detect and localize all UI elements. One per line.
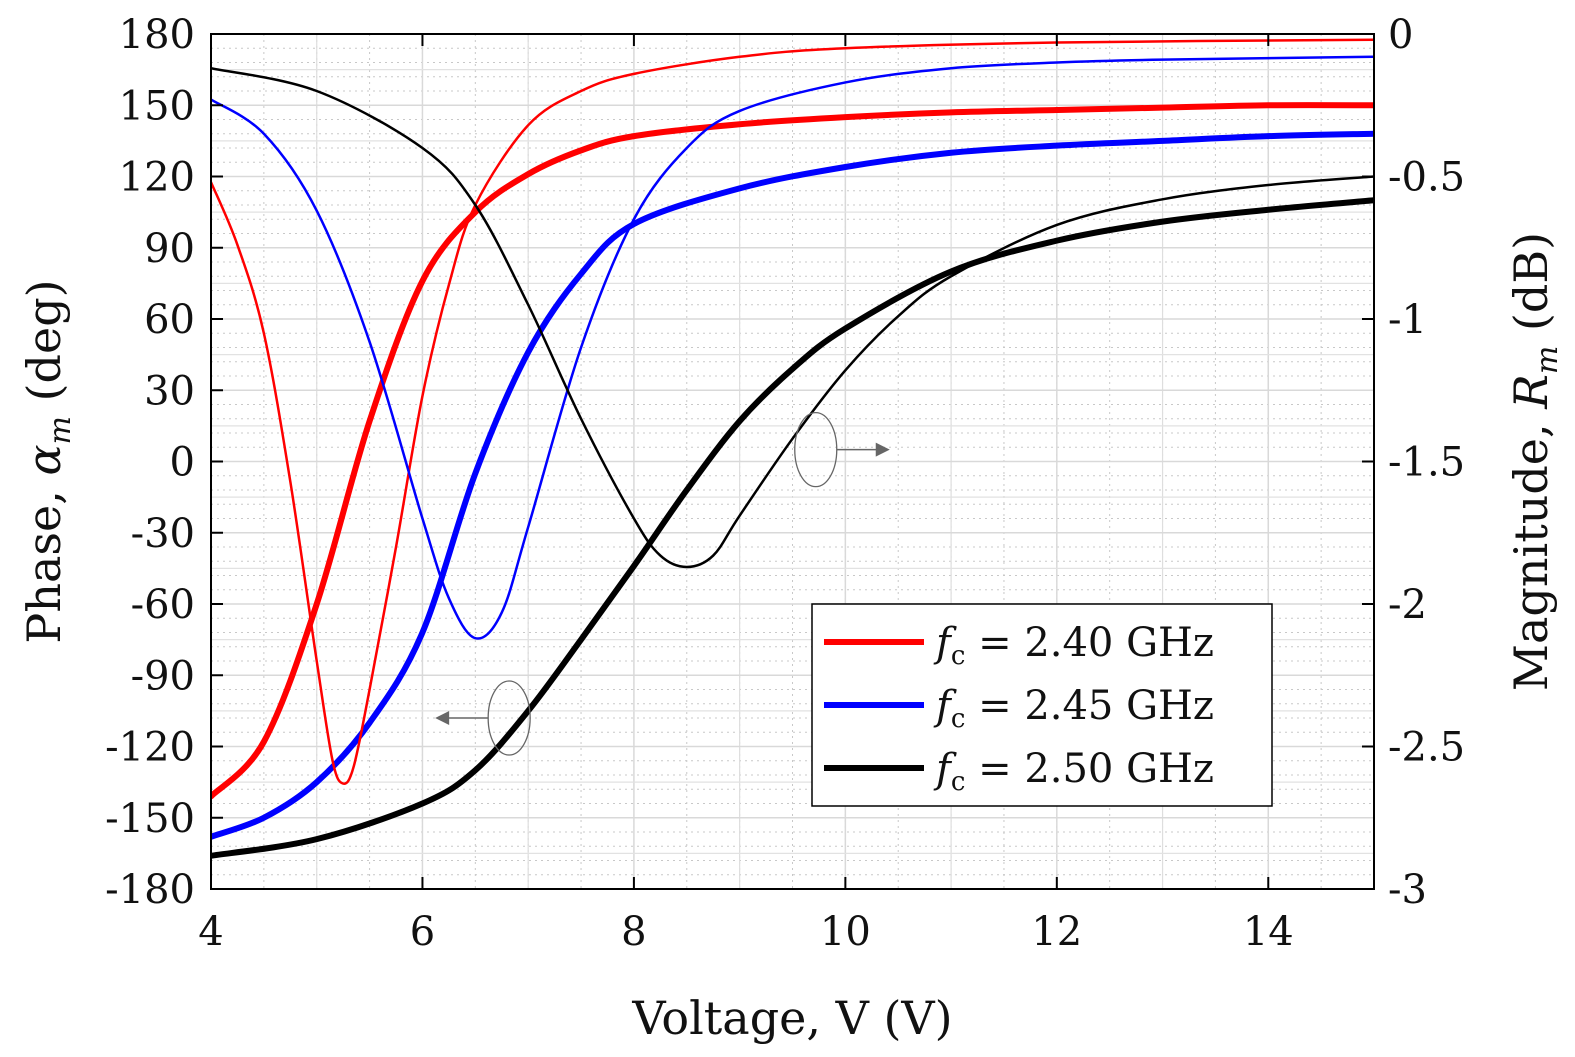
right-y-tick-label: -1 — [1388, 297, 1427, 343]
series-line-phase-2-50 — [211, 197, 1374, 859]
left-y-axis-title: Phase, αm (deg) — [17, 279, 78, 643]
legend: fc = 2.40 GHz fc = 2.45 GHz fc = 2.50 GHz — [811, 603, 1273, 807]
left-y-tick-label: 30 — [144, 368, 195, 414]
right-y-tick-label: -2 — [1388, 582, 1427, 628]
left-y-tick-label: -120 — [105, 725, 195, 771]
annotation-ellipse — [794, 411, 838, 488]
left-y-tick-label: -30 — [131, 511, 195, 557]
left-y-tick-label: -90 — [131, 653, 195, 699]
right-y-tick-label: -0.5 — [1388, 155, 1465, 201]
x-tick-label: 14 — [1243, 909, 1294, 955]
series-line-magnitude-2-50 — [211, 66, 1374, 569]
right-y-tick-label: -2.5 — [1388, 725, 1465, 771]
left-y-tick-label: 150 — [119, 83, 195, 129]
legend-label-1: fc = 2.40 GHz — [933, 620, 1214, 671]
annotation-arrow-head — [435, 711, 450, 725]
x-tick-label: 8 — [621, 909, 646, 955]
x-tick-label: 12 — [1031, 909, 1082, 955]
x-tick-label: 6 — [410, 909, 435, 955]
annotations — [435, 411, 890, 756]
left-y-axis-title-group: Phase, αm (deg) — [17, 279, 78, 643]
x-axis-title: Voltage, V (V) — [631, 991, 952, 1045]
annotation-arrow-head — [875, 442, 890, 457]
right-y-tick-label: -3 — [1388, 867, 1427, 913]
right-y-axis-title-group: Magnitude, Rm (dB) — [1504, 232, 1565, 691]
left-y-tick-label: 0 — [170, 440, 195, 486]
series-line-phase-2-45 — [211, 130, 1374, 840]
left-y-tick-label: -60 — [131, 582, 195, 628]
series-line-magnitude-2-40 — [211, 38, 1374, 785]
axis-ticks: 4 6 8 10 12 141801501209060300-30-60-90-120-1… — [105, 12, 1465, 955]
series-line-magnitude-2-45 — [211, 55, 1374, 640]
legend-label-3: fc = 2.50 GHz — [933, 746, 1214, 797]
legend-label-2: fc = 2.45 GHz — [933, 683, 1214, 734]
plot-series — [211, 38, 1374, 859]
left-y-tick-label: -150 — [105, 796, 195, 842]
right-y-tick-label: 0 — [1388, 12, 1413, 58]
x-tick-label: 4 — [198, 909, 223, 955]
right-y-axis-title: Magnitude, Rm (dB) — [1504, 232, 1565, 691]
left-y-tick-label: 60 — [144, 297, 195, 343]
x-tick-label: 10 — [820, 909, 871, 955]
left-y-tick-label: 180 — [119, 12, 195, 58]
right-y-tick-label: -1.5 — [1388, 440, 1465, 486]
left-y-tick-label: -180 — [105, 867, 195, 913]
left-y-tick-label: 120 — [119, 155, 195, 201]
series-line-phase-2-40 — [211, 102, 1374, 800]
left-y-tick-label: 90 — [144, 226, 195, 272]
